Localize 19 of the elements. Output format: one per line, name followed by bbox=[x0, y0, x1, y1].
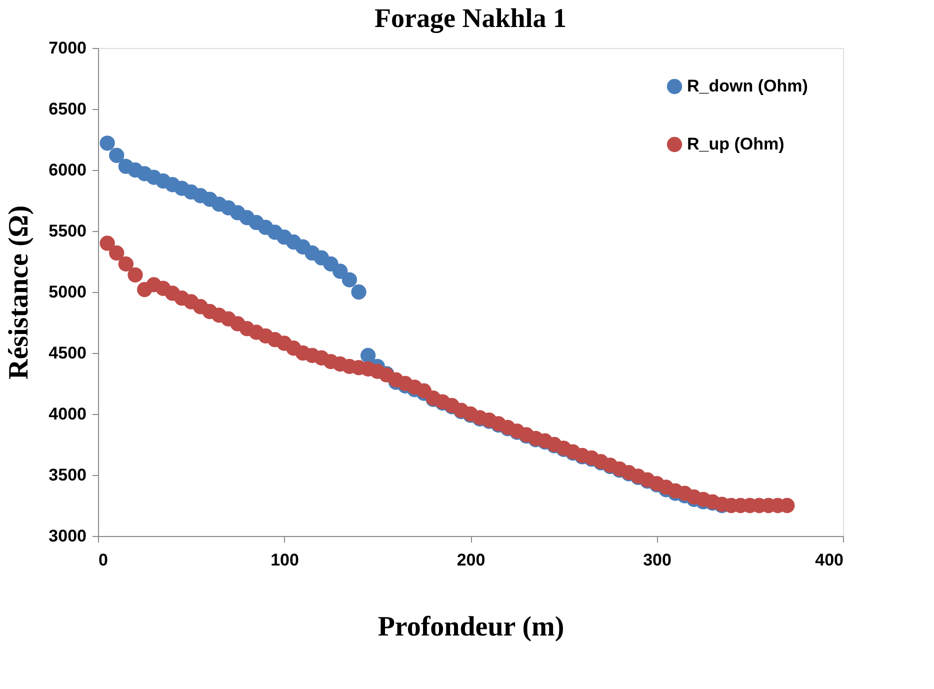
legend-label: R_up (Ohm) bbox=[687, 134, 784, 154]
y-tick-label: 4500 bbox=[48, 344, 86, 362]
x-tick-label: 400 bbox=[815, 550, 844, 570]
y-tick-label: 6500 bbox=[48, 100, 86, 118]
x-tick-label: 300 bbox=[643, 550, 672, 570]
y-tick-label: 5500 bbox=[48, 222, 86, 240]
legend-label: R_down (Ohm) bbox=[687, 76, 808, 96]
y-tick-label: 3500 bbox=[48, 466, 86, 484]
y-axis-title: Résistance (Ω) bbox=[4, 205, 35, 380]
y-tick-label: 4000 bbox=[48, 404, 86, 424]
x-tick-label: 100 bbox=[270, 550, 299, 570]
x-tick-label: 0 bbox=[98, 550, 108, 570]
y-tick-label: 7000 bbox=[48, 38, 86, 58]
y-tick-label: 6000 bbox=[48, 160, 86, 180]
x-axis-title: Profondeur (m) bbox=[378, 612, 564, 642]
x-tick-label: 200 bbox=[456, 550, 486, 570]
y-tick-label: 3000 bbox=[48, 526, 86, 546]
chart-title: Forage Nakhla 1 bbox=[374, 3, 566, 33]
y-tick-label: 5000 bbox=[48, 282, 86, 302]
